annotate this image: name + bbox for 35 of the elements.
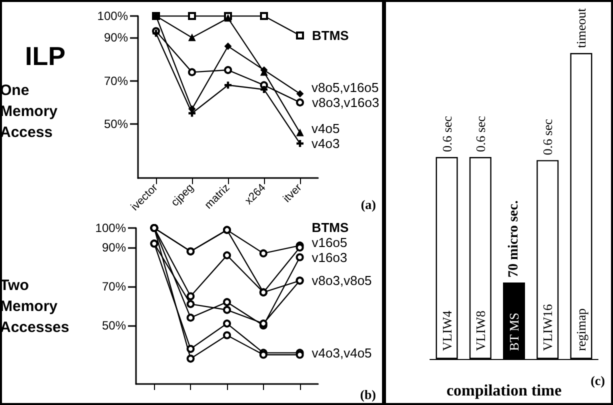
x-tick-label: regimap: [574, 308, 589, 351]
series-label: v8o3,v16o3: [312, 94, 380, 110]
series-label: v4o3,v4o5: [312, 345, 372, 360]
series-label: v4o3: [312, 136, 340, 152]
series-label: v8o5,v16o5: [312, 80, 379, 96]
x-tick-label: VLIW4: [439, 310, 454, 351]
y-tick-label: 100%: [97, 9, 128, 23]
text: ILP: [25, 41, 66, 71]
x-tick-label: VLIW16: [540, 304, 556, 351]
y-tick-label: 50%: [104, 117, 128, 132]
series-label: v16o3: [312, 250, 348, 265]
x-tick-label: itver: [281, 182, 304, 206]
text: (a): [360, 197, 376, 212]
series-label: v4o5: [312, 121, 340, 136]
y-tick-label: 70%: [104, 74, 128, 88]
annotation: 0.6 sec: [439, 116, 454, 152]
series-label: BTMS: [312, 220, 349, 235]
annotation: 0.6 sec: [540, 118, 556, 156]
x-tick-label: BT MS: [506, 312, 522, 351]
x-tick-label: VLIW8: [472, 310, 488, 351]
series-label: BTMS: [312, 28, 350, 43]
x-axis-title: compilation time: [446, 382, 562, 400]
y-axis-title: Two Memory Accesses: [0, 277, 70, 336]
text: (c): [590, 373, 606, 388]
y-tick-label: 100%: [95, 221, 126, 235]
y-tick-label: 90%: [102, 240, 126, 254]
annotation: 0.6 sec: [472, 116, 488, 152]
series-label: v8o3,v8o5: [312, 273, 372, 288]
annotation: timeout: [574, 8, 589, 48]
y-tick-label: 90%: [104, 30, 128, 45]
series-label: v16o5: [312, 234, 348, 250]
text: (b): [360, 387, 376, 402]
annotation: 70 micro sec.: [506, 200, 522, 278]
y-tick-label: 70%: [102, 280, 126, 294]
y-tick-label: 50%: [102, 318, 126, 332]
